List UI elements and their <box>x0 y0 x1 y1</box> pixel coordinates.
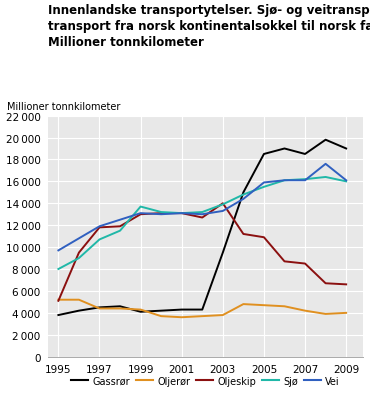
Sjø <box>323 175 328 180</box>
Vei <box>262 180 266 185</box>
Oljeskip <box>200 216 205 220</box>
Vei <box>323 162 328 167</box>
Gassrør <box>56 313 61 318</box>
Vei <box>282 178 287 183</box>
Sjø <box>241 193 246 198</box>
Sjø <box>118 229 122 234</box>
Sjø <box>97 237 102 242</box>
Oljerør <box>97 306 102 311</box>
Vei <box>179 211 184 216</box>
Gassrør <box>200 307 205 312</box>
Gassrør <box>282 147 287 152</box>
Sjø <box>303 177 307 182</box>
Oljeskip <box>56 299 61 303</box>
Oljerør <box>118 306 122 311</box>
Oljeskip <box>241 232 246 237</box>
Legend: Gassrør, Oljerør, Oljeskip, Sjø, Vei: Gassrør, Oljerør, Oljeskip, Sjø, Vei <box>71 376 340 386</box>
Sjø <box>77 256 81 261</box>
Gassrør <box>262 152 266 157</box>
Sjø <box>159 210 164 215</box>
Oljeskip <box>262 235 266 240</box>
Oljeskip <box>179 211 184 216</box>
Oljerør <box>200 314 205 319</box>
Vei <box>241 197 246 202</box>
Oljerør <box>282 304 287 309</box>
Gassrør <box>97 305 102 310</box>
Oljerør <box>159 314 164 319</box>
Sjø <box>200 210 205 215</box>
Oljeskip <box>323 281 328 286</box>
Oljerør <box>344 310 349 315</box>
Gassrør <box>159 308 164 313</box>
Line: Oljeskip: Oljeskip <box>58 204 346 301</box>
Oljeskip <box>159 211 164 216</box>
Sjø <box>344 180 349 184</box>
Oljeskip <box>344 282 349 287</box>
Gassrør <box>118 304 122 309</box>
Oljeskip <box>221 201 225 206</box>
Oljerør <box>323 312 328 317</box>
Sjø <box>138 204 143 209</box>
Oljeskip <box>303 261 307 266</box>
Vei <box>97 224 102 229</box>
Line: Gassrør: Gassrør <box>58 140 346 315</box>
Gassrør <box>323 138 328 143</box>
Text: Millioner tonnkilometer: Millioner tonnkilometer <box>7 101 121 112</box>
Vei <box>303 178 307 183</box>
Line: Sjø: Sjø <box>58 178 346 270</box>
Sjø <box>262 185 266 190</box>
Vei <box>56 248 61 253</box>
Oljeskip <box>97 225 102 230</box>
Oljerør <box>77 297 81 302</box>
Text: Innenlandske transportytelser. Sjø- og veitransport og
transport fra norsk konti: Innenlandske transportytelser. Sjø- og v… <box>48 4 370 49</box>
Sjø <box>221 202 225 207</box>
Oljeskip <box>138 212 143 217</box>
Vei <box>344 178 349 183</box>
Line: Oljerør: Oljerør <box>58 300 346 317</box>
Oljerør <box>138 307 143 312</box>
Vei <box>138 211 143 216</box>
Gassrør <box>179 307 184 312</box>
Gassrør <box>241 190 246 195</box>
Oljeskip <box>118 224 122 229</box>
Vei <box>159 212 164 217</box>
Oljerør <box>179 315 184 320</box>
Sjø <box>282 178 287 183</box>
Vei <box>221 209 225 214</box>
Line: Vei: Vei <box>58 164 346 251</box>
Oljerør <box>241 302 246 307</box>
Gassrør <box>77 308 81 313</box>
Oljeskip <box>282 259 287 264</box>
Vei <box>200 212 205 217</box>
Oljerør <box>262 303 266 308</box>
Oljerør <box>303 308 307 313</box>
Gassrør <box>221 250 225 255</box>
Oljerør <box>221 313 225 318</box>
Vei <box>118 218 122 222</box>
Oljerør <box>56 297 61 302</box>
Gassrør <box>138 310 143 315</box>
Gassrør <box>344 147 349 152</box>
Sjø <box>179 211 184 216</box>
Vei <box>77 236 81 241</box>
Sjø <box>56 267 61 272</box>
Oljeskip <box>77 250 81 255</box>
Gassrør <box>303 152 307 157</box>
